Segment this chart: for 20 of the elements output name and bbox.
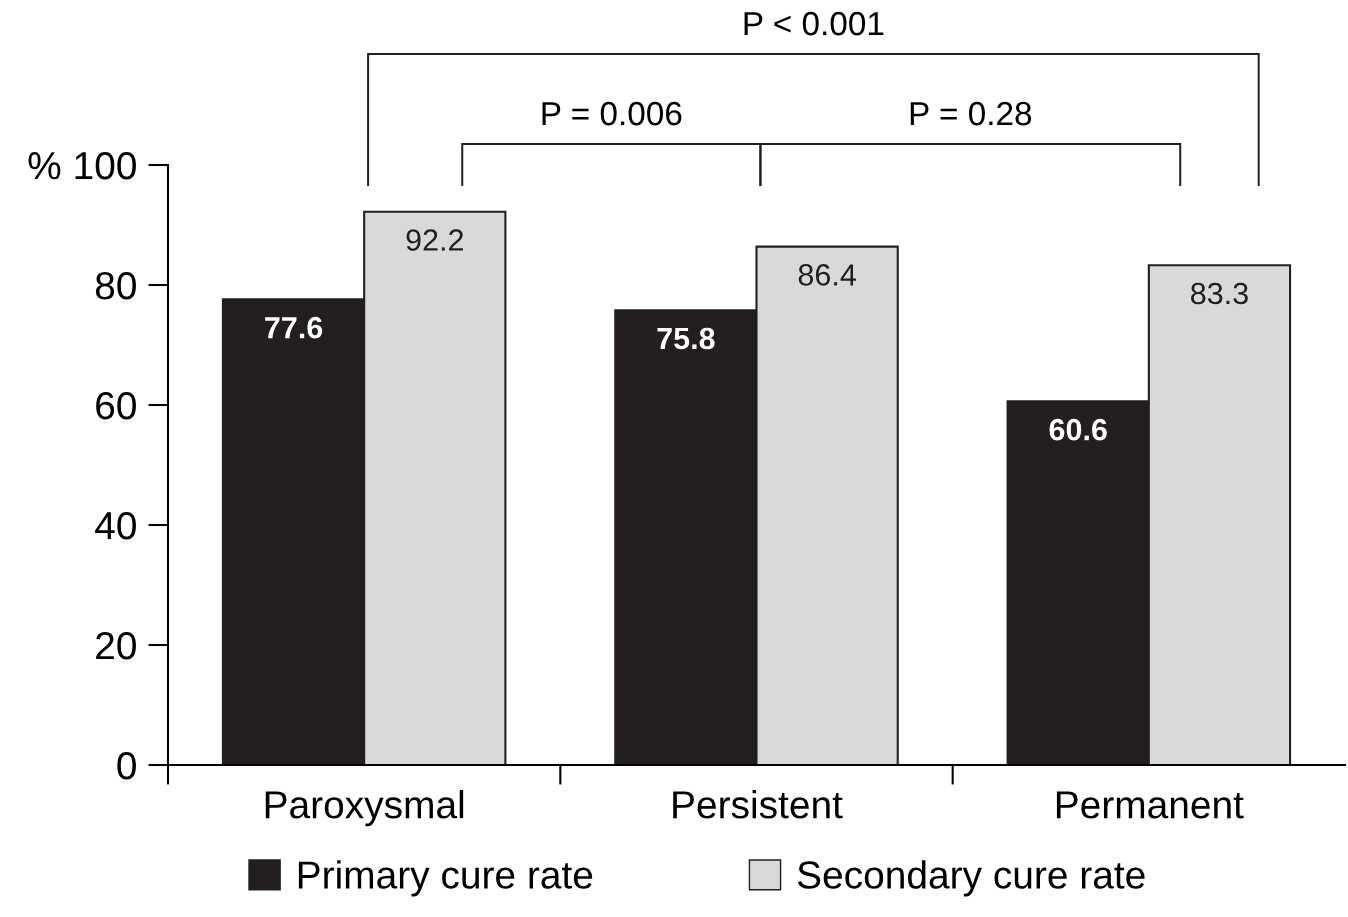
data-label: 75.8 bbox=[657, 327, 715, 350]
text: P < 0.001 bbox=[744, 11, 884, 36]
x-tick-label: Permanent bbox=[1056, 791, 1244, 819]
y-tick-label: 80 bbox=[95, 271, 136, 300]
x-tick-label: Persistent bbox=[673, 790, 843, 819]
y-tick-label: 0 bbox=[117, 751, 136, 780]
data-label: 92.2 bbox=[406, 229, 463, 251]
data-label: 83.3 bbox=[1191, 282, 1248, 305]
y-tick-label: 20 bbox=[96, 631, 136, 660]
y-tick-label: 60 bbox=[96, 391, 136, 420]
legend-label: Primary cure rate bbox=[298, 860, 593, 897]
data-label: 77.6 bbox=[265, 316, 323, 339]
x-tick-label: Paroxysmal bbox=[265, 790, 464, 827]
legend-label: Secondary cure rate bbox=[797, 860, 1145, 897]
text: P = 0.28 bbox=[910, 101, 1032, 126]
y-tick-label: % 100 bbox=[28, 151, 136, 180]
y-tick-label: 40 bbox=[95, 511, 136, 540]
data-label: 86.4 bbox=[798, 264, 856, 286]
text: P = 0.006 bbox=[542, 101, 682, 126]
data-label: 60.6 bbox=[1049, 418, 1107, 441]
